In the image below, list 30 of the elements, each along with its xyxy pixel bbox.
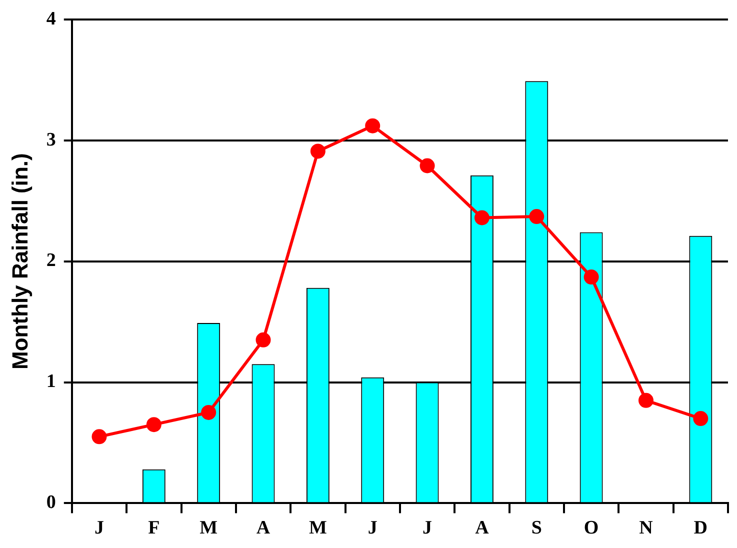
- x-tick-label: J: [368, 518, 378, 539]
- x-tick-label: M: [200, 518, 218, 539]
- y-tick-label: 1: [46, 371, 56, 392]
- x-tick-label: J: [422, 518, 432, 539]
- y-tick-label: 4: [46, 8, 56, 30]
- point: [693, 411, 708, 426]
- point: [256, 332, 271, 348]
- x-tick-label: A: [475, 518, 490, 539]
- x-tick-label: F: [148, 518, 160, 539]
- x-tick-label: S: [531, 518, 542, 539]
- y-tick-label: 3: [46, 129, 56, 150]
- point: [365, 118, 380, 134]
- point: [474, 210, 490, 226]
- point: [529, 209, 544, 224]
- y-tick-label: 2: [46, 250, 56, 272]
- y-axis-title: Monthly Rainfall (in.): [7, 153, 32, 370]
- point: [420, 158, 435, 174]
- x-tick-label: M: [308, 518, 327, 539]
- point: [638, 392, 654, 408]
- x-tick-label: O: [584, 518, 599, 539]
- point: [310, 144, 326, 159]
- x-tick-label: D: [694, 518, 708, 539]
- point: [92, 429, 107, 444]
- x-tick-label: A: [256, 518, 270, 539]
- x-tick-label: N: [639, 518, 654, 539]
- x-tick-label: J: [94, 518, 104, 539]
- point: [201, 404, 216, 420]
- y-tick-label: 0: [46, 492, 56, 514]
- point: [584, 270, 599, 285]
- point: [146, 417, 162, 432]
